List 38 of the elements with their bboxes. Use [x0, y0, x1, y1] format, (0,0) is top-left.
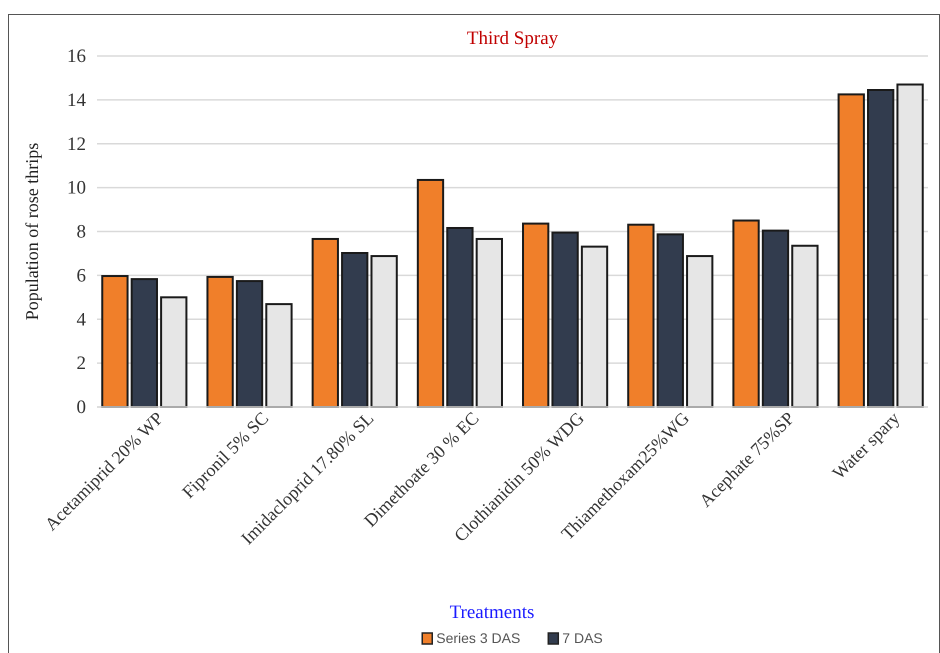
bar [686, 255, 714, 408]
bar [130, 278, 158, 408]
bar [627, 224, 655, 408]
x-axis-title: Treatments [450, 602, 534, 623]
bar [236, 280, 264, 408]
y-tick-label: 8 [76, 222, 86, 243]
bar [732, 220, 760, 408]
bar [101, 275, 129, 408]
legend-label: 7 DAS [562, 630, 603, 646]
legend-label: Series 3 DAS [436, 630, 520, 646]
bar [341, 252, 368, 408]
bar [522, 222, 550, 408]
bar [838, 93, 865, 408]
y-tick-label: 12 [67, 134, 86, 155]
y-tick-label: 10 [67, 178, 86, 199]
bar [446, 226, 474, 408]
y-tick-label: 6 [76, 265, 86, 286]
bar [867, 89, 894, 408]
y-tick-label: 14 [67, 90, 86, 111]
bar [312, 238, 339, 408]
bar [791, 244, 819, 408]
y-tick-label: 0 [76, 397, 86, 418]
bar [370, 255, 398, 408]
y-tick-label: 4 [76, 309, 86, 330]
bar [580, 246, 608, 408]
bar [265, 303, 293, 408]
bar [206, 276, 234, 408]
bar [416, 178, 444, 408]
chart-title: Third Spray [466, 28, 559, 49]
y-axis-title: Population of rose thrips [22, 142, 42, 320]
y-tick-label: 2 [76, 353, 86, 374]
bar [476, 238, 503, 408]
bar [896, 84, 924, 408]
y-tick-label: 16 [67, 46, 86, 68]
bar [656, 233, 684, 408]
bar [762, 230, 790, 408]
bar [551, 232, 579, 408]
bar [160, 296, 188, 408]
